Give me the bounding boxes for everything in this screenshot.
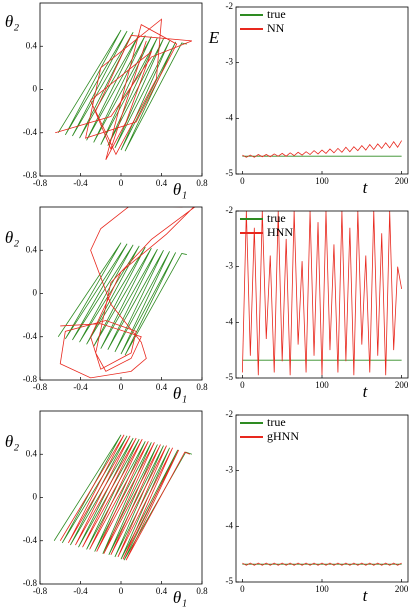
x-tick-label: 0.8 (196, 586, 208, 596)
y-tick-label: 0.4 (26, 40, 38, 50)
x-tick-label: 0.4 (156, 586, 168, 596)
y-tick-label: -0.8 (23, 170, 38, 180)
x-tick-label: -0.4 (73, 178, 88, 188)
x-tick-label: -0.8 (33, 178, 48, 188)
legend-label: true (267, 7, 286, 21)
x-tick-label: 0 (119, 586, 124, 596)
x-tick-label: 200 (395, 380, 409, 390)
x-tick-label: -0.4 (73, 382, 88, 392)
x-tick-label: 0.8 (196, 178, 208, 188)
y-tick-label: 0.4 (26, 448, 38, 458)
y-tick-label: -3 (226, 57, 234, 67)
series-line (59, 434, 191, 561)
legend-label: HNN (267, 225, 293, 239)
series-line (53, 434, 193, 561)
plot-frame (235, 6, 409, 175)
y-tick-label: -0.4 (23, 331, 38, 341)
series-line (55, 18, 193, 160)
y-axis-label: θ₂ (5, 228, 19, 247)
x-axis-label: θ₁ (173, 588, 187, 607)
x-tick-label: -0.8 (33, 382, 48, 392)
x-axis-label: t (363, 382, 369, 401)
y-tick-label: -3 (226, 465, 234, 475)
y-tick-label: -0.4 (23, 535, 38, 545)
series-line (57, 29, 187, 152)
legend-label: gHNN (267, 429, 299, 443)
series-line (59, 207, 196, 379)
x-tick-label: -0.4 (73, 586, 88, 596)
x-tick-label: 0.8 (196, 382, 208, 392)
y-axis-label: E (208, 28, 220, 47)
y-tick-label: -5 (226, 168, 234, 178)
y-axis-label: θ₂ (5, 432, 19, 451)
y-tick-label: -2 (226, 1, 234, 11)
x-axis-label: t (363, 586, 369, 605)
series-line (242, 562, 402, 566)
y-tick-label: -0.4 (23, 127, 38, 137)
y-tick-label: 0 (33, 288, 38, 298)
y-tick-label: 0.4 (26, 244, 38, 254)
x-tick-label: 0 (119, 178, 124, 188)
x-tick-label: 0.4 (156, 178, 168, 188)
x-tick-label: 200 (395, 176, 409, 186)
x-tick-label: 0 (240, 380, 245, 390)
x-tick-label: 100 (315, 176, 329, 186)
legend-label: true (267, 211, 286, 225)
y-tick-label: 0 (33, 84, 38, 94)
y-tick-label: -3 (226, 261, 234, 271)
series-line (242, 140, 402, 158)
y-tick-label: -4 (226, 112, 234, 122)
y-tick-label: -0.8 (23, 374, 38, 384)
y-tick-label: -4 (226, 520, 234, 530)
y-tick-label: -5 (226, 576, 234, 586)
y-tick-label: -4 (226, 316, 234, 326)
y-tick-label: -5 (226, 372, 234, 382)
x-tick-label: 100 (315, 380, 329, 390)
legend-label: NN (267, 21, 285, 35)
x-axis-label: t (363, 178, 369, 197)
x-axis-label: θ₁ (173, 384, 187, 403)
x-axis-label: θ₁ (173, 180, 187, 199)
x-tick-label: 0.4 (156, 382, 168, 392)
x-tick-label: 0 (119, 382, 124, 392)
x-tick-label: 200 (395, 584, 409, 594)
plot-frame (235, 414, 409, 583)
series-line (57, 242, 187, 356)
x-tick-label: 0 (240, 176, 245, 186)
y-tick-label: -2 (226, 409, 234, 419)
x-tick-label: -0.8 (33, 586, 48, 596)
plot-frame (39, 410, 203, 585)
y-axis-label: θ₂ (5, 12, 19, 31)
y-tick-label: -2 (226, 205, 234, 215)
x-tick-label: 0 (240, 584, 245, 594)
y-tick-label: 0 (33, 492, 38, 502)
x-tick-label: 100 (315, 584, 329, 594)
y-tick-label: -0.8 (23, 578, 38, 588)
legend-label: true (267, 415, 286, 429)
